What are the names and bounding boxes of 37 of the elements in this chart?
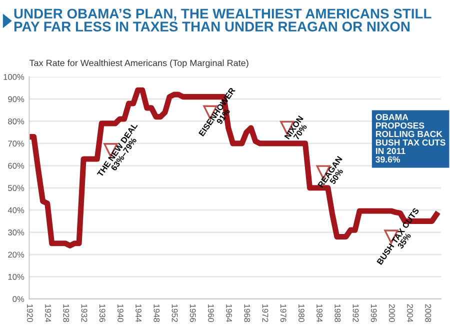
y-tick-label: 80% xyxy=(8,118,24,124)
y-tick-label: 70% xyxy=(8,140,24,147)
y-tick-label: 100% xyxy=(4,74,24,80)
x-tick-label: 1992 xyxy=(352,304,359,322)
y-tick-label: 30% xyxy=(8,230,24,236)
x-tick-label: 1972 xyxy=(262,304,268,322)
y-tick-label: 40% xyxy=(8,207,24,214)
x-tick-label: 1976 xyxy=(280,304,286,322)
x-tick-label: 2000 xyxy=(388,304,395,322)
chart-title: UNDER OBAMA’S PLAN, THE WEALTHIEST AMERICANS STILL PAY FAR LESS IN TAXES THAN UNDER REAGAN OR NIXON xyxy=(14,8,432,32)
annotation: OBAMA PROPOSES ROLLING BACK BUSH TAX CUTS IN 2011 39.6% xyxy=(376,114,446,163)
x-tick-label: 1956 xyxy=(190,304,196,322)
x-tick-label: 1984 xyxy=(316,304,322,322)
x-tick-label: 1944 xyxy=(136,304,142,322)
x-tick-label: 1952 xyxy=(172,304,178,322)
x-tick-label: 1928 xyxy=(63,304,70,322)
y-tick-label: 60% xyxy=(8,162,24,169)
y-tick-label: 0% xyxy=(12,296,24,302)
x-tick-label: 1932 xyxy=(81,304,88,322)
y-tick-label: 50% xyxy=(8,185,24,191)
x-tick-label: 2004 xyxy=(407,304,413,322)
x-tick-label: 1920 xyxy=(27,304,33,322)
x-tick-label: 2008 xyxy=(425,304,432,322)
x-tick-label: 1960 xyxy=(208,304,214,322)
x-tick-label: 1968 xyxy=(244,304,250,322)
x-tick-label: 1988 xyxy=(334,304,341,322)
y-tick-label: 10% xyxy=(8,274,24,280)
x-tick-label: 1936 xyxy=(99,304,106,322)
y-tick-label: 20% xyxy=(8,252,24,258)
x-tick-label: 1940 xyxy=(118,304,124,322)
x-tick-label: 1980 xyxy=(298,304,304,322)
x-tick-label: 1948 xyxy=(154,304,160,322)
x-tick-label: 1924 xyxy=(45,304,52,322)
x-tick-label: 1996 xyxy=(370,304,377,322)
x-tick-label: 1964 xyxy=(226,304,232,322)
y-tick-label: 90% xyxy=(8,96,24,102)
chart-subtitle: Tax Rate for Wealthiest Americans (Top Marginal Rate) xyxy=(29,60,248,68)
